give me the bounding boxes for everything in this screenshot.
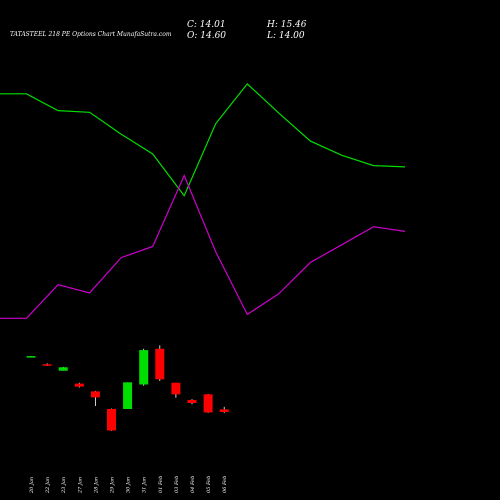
x-tick-label: 20 Jan	[29, 477, 35, 494]
candle-body	[26, 356, 36, 358]
x-tick-label: 28 Jan	[93, 477, 99, 494]
indicator-lines	[0, 83, 406, 319]
close-value: C: 14.01	[187, 20, 226, 30]
candle-body	[90, 391, 100, 398]
x-tick-label: 04 Feb	[190, 476, 196, 493]
candle	[171, 382, 181, 398]
x-tick-label: 03 Feb	[174, 476, 180, 493]
candle	[90, 390, 100, 406]
candle	[139, 348, 149, 386]
candle	[42, 363, 52, 366]
x-tick-label: 31 Jan	[142, 477, 148, 493]
candle-body	[42, 364, 52, 366]
x-tick-label: 27 Jan	[77, 477, 83, 494]
upper-band-line	[0, 83, 406, 197]
candle	[123, 382, 133, 409]
high-value: H: 15.46	[266, 20, 307, 30]
candle-body	[107, 408, 116, 431]
candle-body	[155, 348, 165, 380]
candle-body	[171, 382, 181, 395]
candle-body	[203, 394, 213, 413]
x-axis-ticks: 20 Jan 22 Jan 23 Jan 27 Jan 28 Jan 29 Jan 30 J…	[29, 476, 228, 494]
x-tick-label: 23 Jan	[61, 477, 67, 494]
candle	[155, 345, 165, 382]
open-value: O: 14.60	[187, 31, 226, 41]
candle	[26, 356, 36, 358]
candle	[219, 406, 229, 413]
candle-body	[123, 382, 133, 409]
lower-band-line	[0, 173, 406, 319]
candle	[203, 393, 213, 413]
x-tick-label: 05 Feb	[206, 476, 212, 493]
candle-body	[139, 350, 149, 385]
low-value: L: 14.00	[266, 31, 305, 41]
candle	[187, 399, 197, 405]
candle-body	[58, 367, 68, 371]
x-tick-label: 06 Feb	[222, 476, 228, 493]
x-tick-label: 01 Feb	[158, 476, 164, 493]
candle	[107, 408, 116, 431]
candle-body	[187, 399, 197, 403]
candle-body	[74, 383, 84, 387]
x-tick-label: 22 Jan	[45, 477, 51, 494]
x-tick-label: 29 Jan	[110, 477, 116, 494]
candle-body	[219, 409, 229, 412]
candle	[74, 382, 84, 388]
candles	[26, 345, 229, 431]
x-tick-label: 30 Jan	[126, 477, 132, 493]
chart-title: TATASTEEL 218 PE Options Chart MunafaSut…	[10, 31, 172, 38]
candle	[58, 366, 68, 371]
